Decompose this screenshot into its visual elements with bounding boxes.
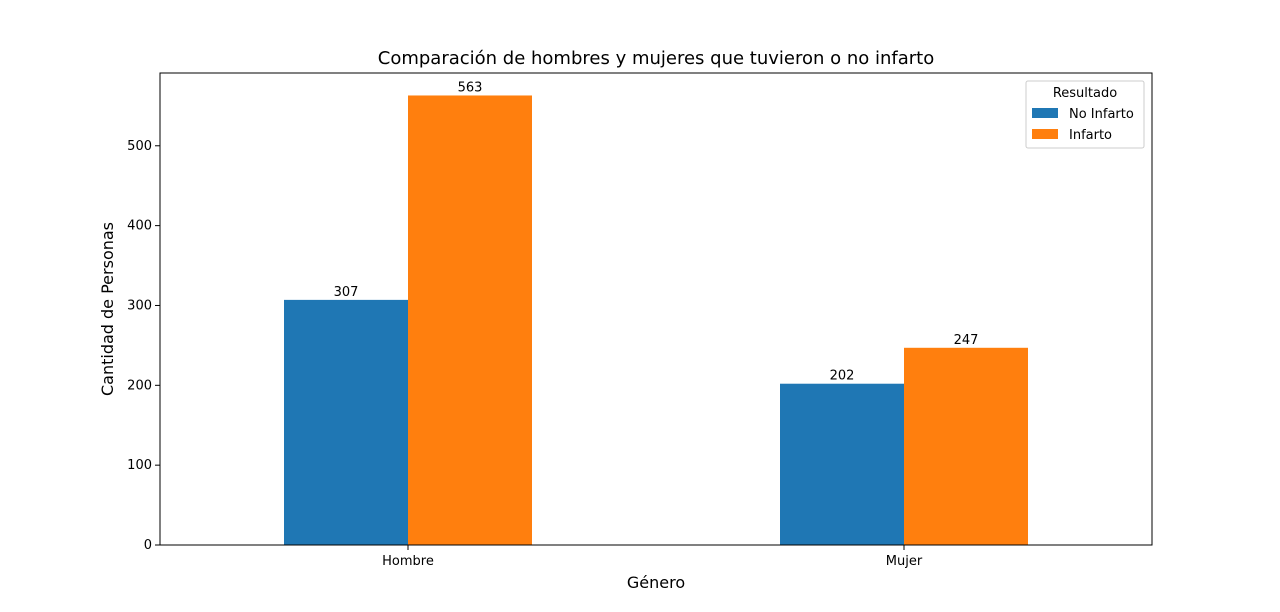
legend-title: Resultado bbox=[1053, 86, 1117, 101]
legend-swatch-infarto bbox=[1032, 129, 1058, 139]
bar-hombre-no-infarto bbox=[284, 299, 408, 545]
data-label-hombre-no-infarto: 307 bbox=[334, 285, 359, 300]
x-axis-label: Género bbox=[627, 573, 685, 592]
legend: Resultado No Infarto Infarto bbox=[1025, 80, 1145, 149]
bar-mujer-no-infarto bbox=[780, 383, 904, 545]
plot-area: 307 563 Hombre 202 247 Mujer 0 100 200 300 400 500 bbox=[127, 72, 1153, 569]
y-tick-label: 300 bbox=[127, 298, 152, 313]
data-label-hombre-infarto: 563 bbox=[458, 80, 483, 95]
data-label-mujer-infarto: 247 bbox=[954, 333, 979, 348]
y-tick-label: 100 bbox=[127, 458, 152, 473]
legend-label-no-infarto: No Infarto bbox=[1069, 107, 1134, 122]
axes-frame bbox=[159, 72, 1153, 546]
chart-title: Comparación de hombres y mujeres que tuv… bbox=[378, 48, 935, 69]
x-tick-label: Hombre bbox=[382, 554, 434, 569]
x-tick-label: Mujer bbox=[886, 554, 923, 569]
y-tick-label: 200 bbox=[127, 378, 152, 393]
y-tick-label: 0 bbox=[144, 538, 152, 553]
legend-swatch-no-infarto bbox=[1032, 108, 1058, 118]
y-axis-label: Cantidad de Personas bbox=[98, 222, 117, 396]
data-label-mujer-no-infarto: 202 bbox=[830, 369, 855, 384]
y-tick-label: 500 bbox=[127, 139, 152, 154]
bar-hombre-infarto bbox=[408, 95, 532, 545]
bar-mujer-infarto bbox=[904, 347, 1028, 545]
y-tick-label: 400 bbox=[127, 219, 152, 234]
legend-label-infarto: Infarto bbox=[1069, 128, 1112, 143]
